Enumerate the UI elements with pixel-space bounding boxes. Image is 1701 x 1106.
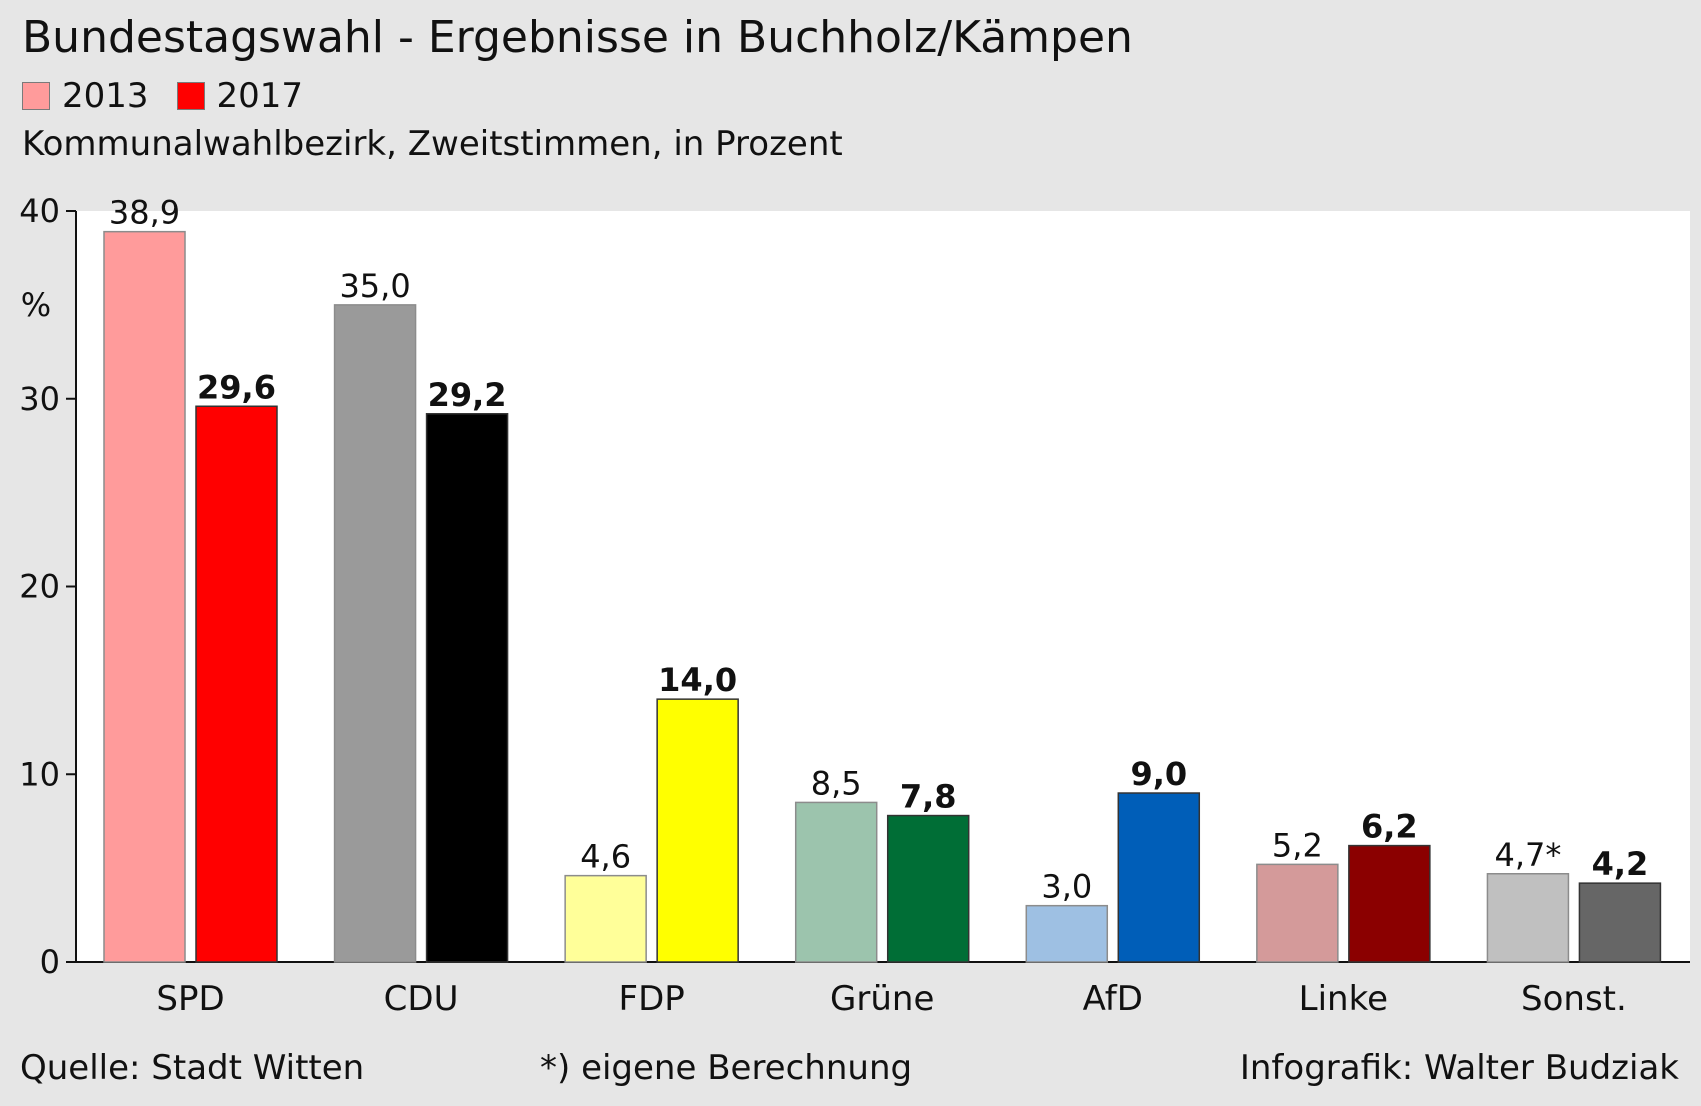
bar-2017-spd	[195, 405, 278, 963]
y-tick-label: 30	[19, 380, 60, 418]
bar-2013-fdp	[564, 874, 647, 963]
value-label-2013: 4,7*	[1494, 836, 1561, 874]
y-tick-label: 40	[19, 192, 60, 230]
legend-swatch-2017	[176, 82, 205, 110]
category-label: Grüne	[830, 979, 934, 1019]
legend: 2013 2017	[22, 76, 303, 116]
bar-2013-cdu	[333, 304, 417, 963]
category-label: AfD	[1083, 979, 1143, 1019]
plot-area	[76, 211, 1690, 962]
y-axis-unit: %	[21, 286, 51, 324]
legend-label-2013: 2013	[62, 76, 149, 116]
y-tick-label: 10	[19, 755, 60, 793]
value-label-2013: 35,0	[339, 267, 410, 305]
value-label-2013: 8,5	[811, 764, 862, 802]
category-label: CDU	[384, 979, 459, 1019]
value-label-2017: 6,2	[1361, 808, 1418, 846]
credit-note: Infografik: Walter Budziak	[1239, 1048, 1679, 1088]
bar-2017-linke	[1348, 844, 1431, 963]
value-label-2017: 7,8	[900, 778, 957, 816]
chart-subtitle: Kommunalwahlbezirk, Zweitstimmen, in Pro…	[22, 124, 843, 164]
value-label-2017: 9,0	[1130, 755, 1187, 793]
bar-2017-sonst	[1578, 882, 1662, 963]
value-label-2017: 4,2	[1592, 845, 1649, 883]
source-note: Quelle: Stadt Witten	[20, 1048, 365, 1088]
bar-2017-afd	[1117, 792, 1201, 963]
bar-chart: 0 10 20 30 40% 38,9 29,6 SPD 35,0 29,2 CDU 4,6 14,0 F…	[19, 192, 1690, 1019]
bar-2017-cdu	[425, 413, 509, 963]
legend-item-2017: 2017	[176, 76, 304, 116]
value-label-2013: 4,6	[580, 838, 631, 876]
chart-title: Bundestagswahl - Ergebnisse in Buchholz/…	[22, 12, 1133, 63]
category-label: Linke	[1299, 979, 1388, 1019]
bar-2017-grne	[886, 814, 970, 963]
bar-2013-linke	[1256, 863, 1339, 963]
legend-swatch-2013	[22, 82, 50, 110]
bar-2013-spd	[103, 230, 186, 963]
value-label-2017: 29,2	[428, 376, 507, 414]
footnote: *) eigene Berechnung	[540, 1048, 913, 1088]
category-label: Sonst.	[1521, 979, 1627, 1019]
value-label-2013: 38,9	[109, 194, 180, 232]
category-label: SPD	[156, 979, 224, 1019]
bar-2013-afd	[1025, 904, 1109, 963]
category-label: FDP	[619, 979, 685, 1019]
value-label-2017: 14,0	[658, 661, 737, 699]
bar-2013-sonst	[1486, 873, 1570, 963]
legend-label-2017: 2017	[216, 76, 304, 116]
value-label-2013: 5,2	[1272, 826, 1323, 864]
y-tick-label: 20	[19, 568, 60, 606]
bar-2017-fdp	[656, 698, 739, 963]
value-label-2013: 3,0	[1041, 868, 1092, 906]
bar-2013-grne	[794, 801, 878, 963]
y-tick-label: 0	[40, 943, 60, 981]
legend-item-2013: 2013	[22, 76, 149, 116]
value-label-2017: 29,6	[197, 368, 276, 406]
